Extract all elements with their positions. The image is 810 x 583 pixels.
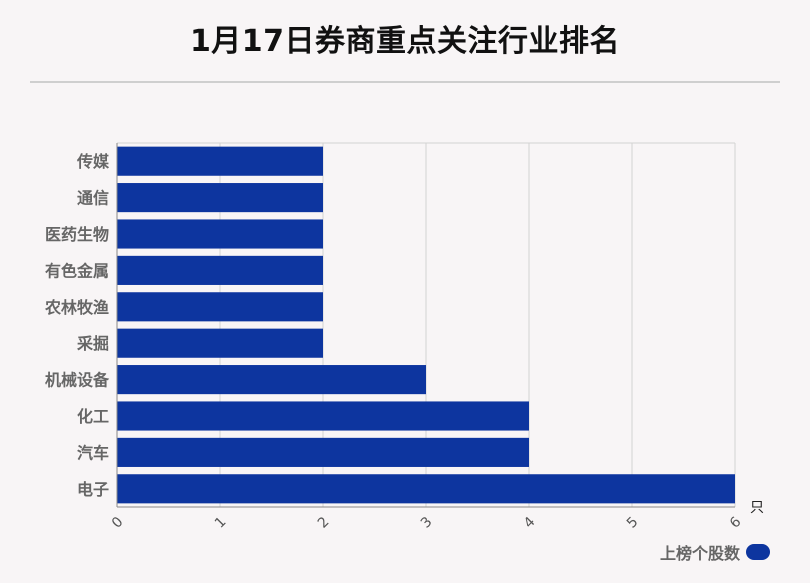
bar [117,365,426,395]
x-tick-label: 3 [418,514,436,532]
category-label: 化工 [77,407,109,426]
x-tick-label: 6 [727,514,745,532]
category-label: 有色金属 [45,261,109,280]
bar [117,437,529,467]
bar [117,292,323,322]
category-label: 传媒 [76,152,110,171]
legend: 上榜个股数 [660,540,770,564]
category-label: 农林牧渔 [44,298,109,317]
bar [117,183,323,213]
x-unit-label: 只 [750,500,764,516]
category-label: 医药生物 [45,225,109,244]
bar [117,219,323,249]
title-divider [30,81,780,83]
bar [117,474,735,504]
x-tick-label: 1 [212,514,230,532]
category-label: 通信 [77,189,109,208]
category-label: 汽车 [77,443,109,462]
category-label: 机械设备 [45,371,110,390]
bars [117,146,735,504]
x-tick-label: 5 [624,514,642,532]
bar [117,328,323,358]
x-tick-label: 0 [109,514,127,532]
legend-label: 上榜个股数 [659,544,740,563]
bar [117,401,529,431]
x-tick-label: 2 [315,514,333,532]
chart-title: 1月17日券商重点关注行业排名 [189,24,621,59]
legend-swatch [746,544,770,560]
bar [117,146,323,176]
axes [116,143,735,508]
x-tick-label: 4 [521,514,539,532]
category-label: 采掘 [76,334,109,353]
bar [117,255,323,285]
category-label: 电子 [77,480,109,499]
